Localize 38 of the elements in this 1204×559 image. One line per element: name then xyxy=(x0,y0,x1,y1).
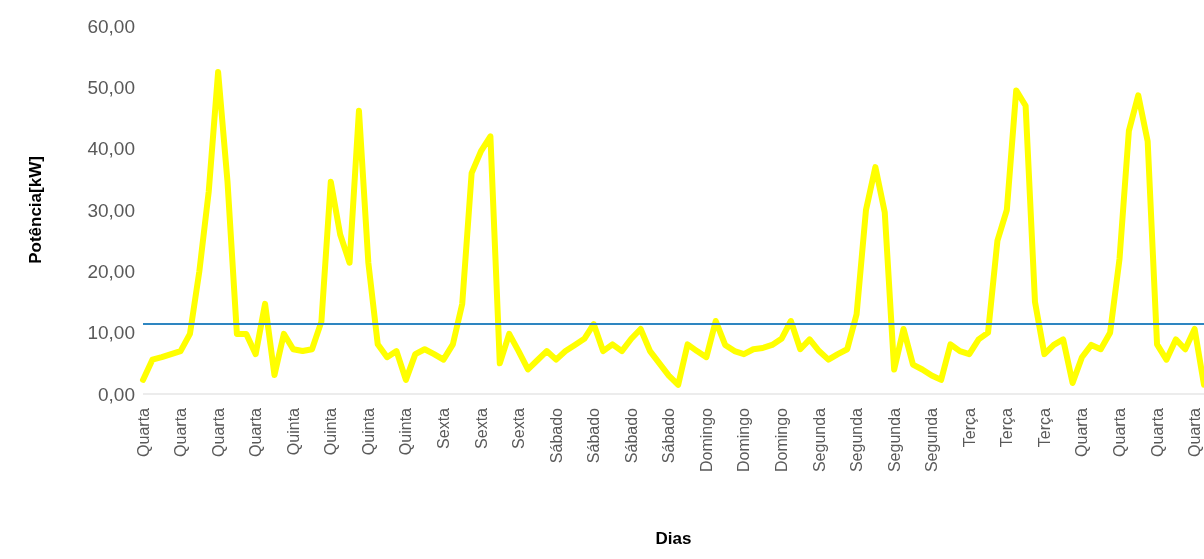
x-tick-label: Segunda xyxy=(810,407,828,473)
x-tick-label: Quarta xyxy=(172,407,190,457)
x-tick-label: Quinta xyxy=(359,407,377,456)
y-tick-label: 30,00 xyxy=(87,199,135,221)
x-tick-label: Terça xyxy=(998,407,1016,448)
x-tick-label: Quarta xyxy=(1148,407,1166,457)
x-tick-label: Quarta xyxy=(1186,407,1204,457)
x-tick-label: Quarta xyxy=(1073,407,1091,457)
x-tick-label: Domingo xyxy=(735,407,753,473)
x-tick-label: Domingo xyxy=(772,407,790,473)
x-tick-label: Sexta xyxy=(434,407,452,449)
x-tick-label: Sábado xyxy=(660,407,678,464)
x-axis-title: Dias xyxy=(655,529,692,548)
x-tick-label: Quarta xyxy=(134,407,152,457)
x-tick-label: Segunda xyxy=(923,407,941,473)
y-tick-label: 10,00 xyxy=(87,322,135,344)
x-tick-label: Quarta xyxy=(247,407,265,457)
x-tick-label: Domingo xyxy=(697,407,715,473)
x-tick-label: Quinta xyxy=(397,407,415,456)
x-tick-label: Quarta xyxy=(209,407,227,457)
x-tick-label: Sexta xyxy=(510,407,528,449)
x-tick-label: Segunda xyxy=(885,407,903,473)
x-tick-label: Sexta xyxy=(472,407,490,449)
y-tick-label: 0,00 xyxy=(98,383,135,405)
y-tick-label: 50,00 xyxy=(87,77,135,99)
x-tick-label: Sábado xyxy=(622,407,640,464)
x-tick-label: Segunda xyxy=(848,407,866,473)
y-axis-title: Potência[kW] xyxy=(26,156,46,264)
y-tick-label: 60,00 xyxy=(87,15,135,37)
y-tick-label: 20,00 xyxy=(87,261,135,283)
y-tick-label: 40,00 xyxy=(87,138,135,160)
x-tick-label: Quinta xyxy=(322,407,340,456)
x-tick-label: Quinta xyxy=(284,407,302,456)
x-tick-label: Quarta xyxy=(1111,407,1128,457)
x-tick-label: Sábado xyxy=(585,407,603,464)
x-tick-label: Sábado xyxy=(547,407,565,464)
x-tick-label: Terça xyxy=(1035,407,1053,448)
x-tick-label: Terça xyxy=(960,407,978,448)
